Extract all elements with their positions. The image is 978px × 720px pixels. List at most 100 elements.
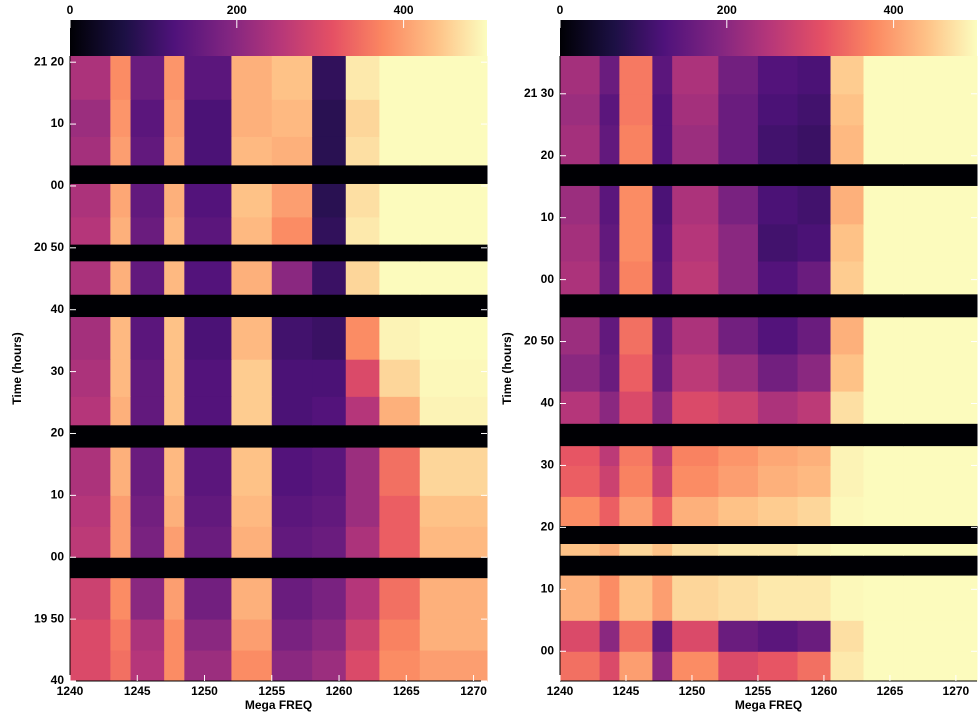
heatmap-cell [184,316,232,360]
heatmap-cell [560,185,601,225]
heatmap-cell [757,445,799,466]
heatmap-cell [797,353,832,392]
heatmap-cell [312,619,347,651]
heatmap-cell [130,316,165,360]
heatmap-cell [130,577,165,620]
heatmap-cell [797,496,832,527]
colorbar [70,20,487,56]
heatmap-cell [184,294,232,318]
heatmap-cell [345,216,380,245]
heatmap-cell [312,244,347,262]
heatmap-cell [271,650,313,682]
heatmap-cell [757,423,799,447]
heatmap-cell [619,391,653,424]
heatmap-cell [345,316,380,360]
heatmap-cell [830,93,865,126]
heatmap-cell [830,543,865,556]
heatmap-cell [672,261,719,295]
heatmap-cell [757,555,799,576]
heatmap-cell [164,164,185,184]
heatmap-cell [184,216,232,245]
heatmap-cell [672,93,719,126]
heatmap-cell [903,445,978,466]
heatmap-cell [619,316,653,355]
heatmap-cell [652,93,673,126]
heatmap-cell [110,619,132,651]
heatmap-cell [903,223,978,262]
heatmap-cell [419,359,488,397]
heatmap-cell [110,359,132,397]
heatmap-cell [312,183,347,218]
heatmap-cell [164,216,185,245]
heatmap-cell [419,216,488,245]
heatmap-cell [863,651,904,682]
heatmap-cell [863,316,904,355]
heatmap-cell [672,353,719,392]
heatmap-cell [903,93,978,126]
heatmap-cell [797,223,832,262]
heatmap-cell [718,93,759,126]
heatmap-cell [863,423,904,447]
heatmap-cell [560,353,601,392]
heatmap-cell [231,650,273,682]
heatmap-cell [718,391,759,424]
heatmap-cell [619,124,653,165]
heatmap-cell [130,99,165,137]
heatmap-cell [797,185,832,225]
heatmap-cell [863,185,904,225]
heatmap-cell [757,316,799,355]
heatmap-cell [619,465,653,497]
heatmap-cell [379,577,421,620]
heatmap-cell [599,445,620,466]
heatmap-cell [419,577,488,620]
heatmap-cell [419,424,488,448]
heatmap-cell [419,56,488,100]
heatmap-cell [184,557,232,579]
heatmap-cell [312,650,347,682]
heatmap-cell [757,543,799,556]
heatmap-cell [345,260,380,295]
heatmap-cell [599,93,620,126]
heatmap-cell [718,575,759,621]
heatmap-cell [718,525,759,544]
heatmap-cell [652,445,673,466]
heatmap-cell [619,555,653,576]
heatmap-cell [560,391,601,424]
heatmap-cell [271,316,313,360]
heatmap-cell [619,423,653,447]
heatmap-cell [599,391,620,424]
colorbar-tick-label: 0 [67,3,74,17]
heatmap-cell [830,391,865,424]
heatmap-cell [672,423,719,447]
y-tick-label: 30 [51,364,65,378]
y-tick-label: 00 [51,549,65,563]
heatmap-cell [312,557,347,579]
heatmap-cell [164,396,185,426]
heatmap-cell [757,223,799,262]
heatmap-cell [379,56,421,100]
heatmap-cell [379,164,421,184]
heatmap-cell [619,163,653,186]
heatmap-cell [184,424,232,448]
heatmap-cell [345,396,380,426]
heatmap-cell [672,496,719,527]
heatmap-cell [797,163,832,186]
heatmap-cell [419,495,488,527]
heatmap-cell [672,465,719,497]
heatmap-cell [164,495,185,527]
heatmap-cell [184,183,232,218]
heatmap-cell [797,391,832,424]
heatmap-cell [560,525,601,544]
heatmap-cell [757,620,799,652]
heatmap-cell [70,244,111,262]
heatmap-cell [70,56,111,100]
heatmap-cell [70,316,111,360]
heatmap-cell [231,316,273,360]
heatmap-cell [599,465,620,497]
heatmap-cell [599,620,620,652]
heatmap-cell [560,555,601,576]
heatmap-cell [70,136,111,166]
heatmap-cell [345,650,380,682]
heatmap-cell [599,261,620,295]
heatmap-cell [619,261,653,295]
